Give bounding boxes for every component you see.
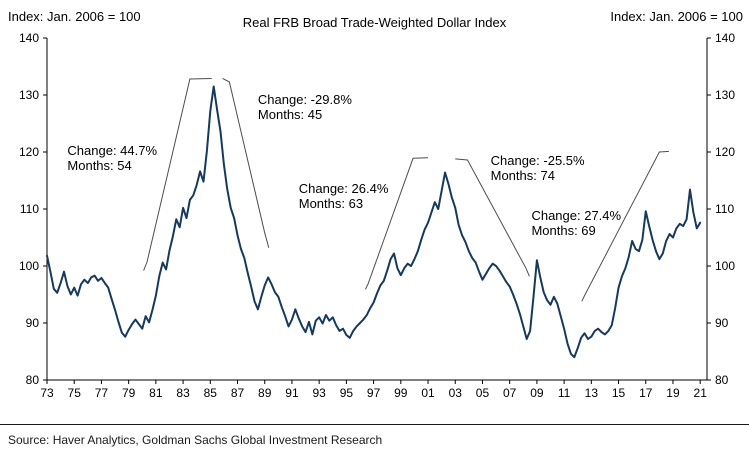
x-tick-label: 97 <box>367 386 381 400</box>
x-tick-label: 17 <box>639 386 653 400</box>
x-tick-label: 99 <box>394 386 408 400</box>
y-tick-label-right: 80 <box>715 373 729 387</box>
annotation-text: Change: 44.7% <box>67 143 157 158</box>
trend-line <box>581 150 669 302</box>
annotation-text: Months: 69 <box>531 223 595 238</box>
footer-divider <box>0 424 749 425</box>
y-tick-label-left: 90 <box>26 316 40 330</box>
y-tick-label-right: 140 <box>715 31 735 45</box>
trend-line <box>222 78 270 248</box>
x-tick-label: 09 <box>530 386 544 400</box>
x-tick-label: 11 <box>558 386 571 400</box>
y-tick-label-left: 120 <box>19 145 39 159</box>
x-tick-label: 75 <box>68 386 82 400</box>
x-tick-label: 73 <box>40 386 54 400</box>
x-tick-label: 15 <box>612 386 626 400</box>
trend-line <box>143 77 212 271</box>
x-tick-label: 81 <box>149 386 163 400</box>
x-tick-label: 83 <box>176 386 190 400</box>
x-tick-label: 01 <box>421 386 435 400</box>
y-tick-label-left: 100 <box>19 259 39 273</box>
annotation-text: Change: -29.8% <box>258 92 352 107</box>
x-tick-label: 95 <box>340 386 354 400</box>
annotation-text: Months: 63 <box>299 196 363 211</box>
y-tick-label-left: 140 <box>19 31 39 45</box>
y-tick-label-right: 90 <box>715 316 729 330</box>
annotation-text: Change: -25.5% <box>491 153 585 168</box>
x-tick-label: 85 <box>204 386 218 400</box>
x-tick-label: 89 <box>258 386 272 400</box>
x-tick-label: 91 <box>285 386 299 400</box>
annotation-text: Months: 45 <box>258 107 322 122</box>
y-tick-label-left: 110 <box>20 202 39 216</box>
y-tick-label-right: 100 <box>715 259 735 273</box>
annotation-text: Change: 27.4% <box>531 208 621 223</box>
x-tick-label: 03 <box>449 386 463 400</box>
x-tick-label: 79 <box>122 386 136 400</box>
x-tick-label: 21 <box>694 386 708 400</box>
source-text: Source: Haver Analytics, Goldman Sachs G… <box>8 433 383 447</box>
left-axis-unit-label: Index: Jan. 2006 = 100 <box>8 9 141 24</box>
annotation-text: Change: 26.4% <box>299 181 389 196</box>
trend-line <box>455 158 530 277</box>
x-tick-label: 19 <box>666 386 680 400</box>
series-line <box>46 85 702 359</box>
x-tick-label: 07 <box>503 386 517 400</box>
right-axis-unit-label: Index: Jan. 2006 = 100 <box>610 9 743 24</box>
y-tick-label-right: 130 <box>715 88 735 102</box>
x-tick-label: 77 <box>95 386 109 400</box>
y-tick-label-left: 80 <box>26 373 40 387</box>
x-tick-label: 93 <box>312 386 326 400</box>
x-tick-label: 05 <box>476 386 490 400</box>
trend-line <box>364 157 429 290</box>
x-tick-label: 87 <box>231 386 245 400</box>
y-tick-label-right: 120 <box>715 145 735 159</box>
y-tick-label-right: 110 <box>715 202 734 216</box>
chart-title: Real FRB Broad Trade-Weighted Dollar Ind… <box>242 15 507 30</box>
y-tick-label-left: 130 <box>19 88 39 102</box>
annotation-text: Months: 74 <box>491 168 555 183</box>
x-tick-label: 13 <box>585 386 599 400</box>
annotation-text: Months: 54 <box>67 158 131 173</box>
